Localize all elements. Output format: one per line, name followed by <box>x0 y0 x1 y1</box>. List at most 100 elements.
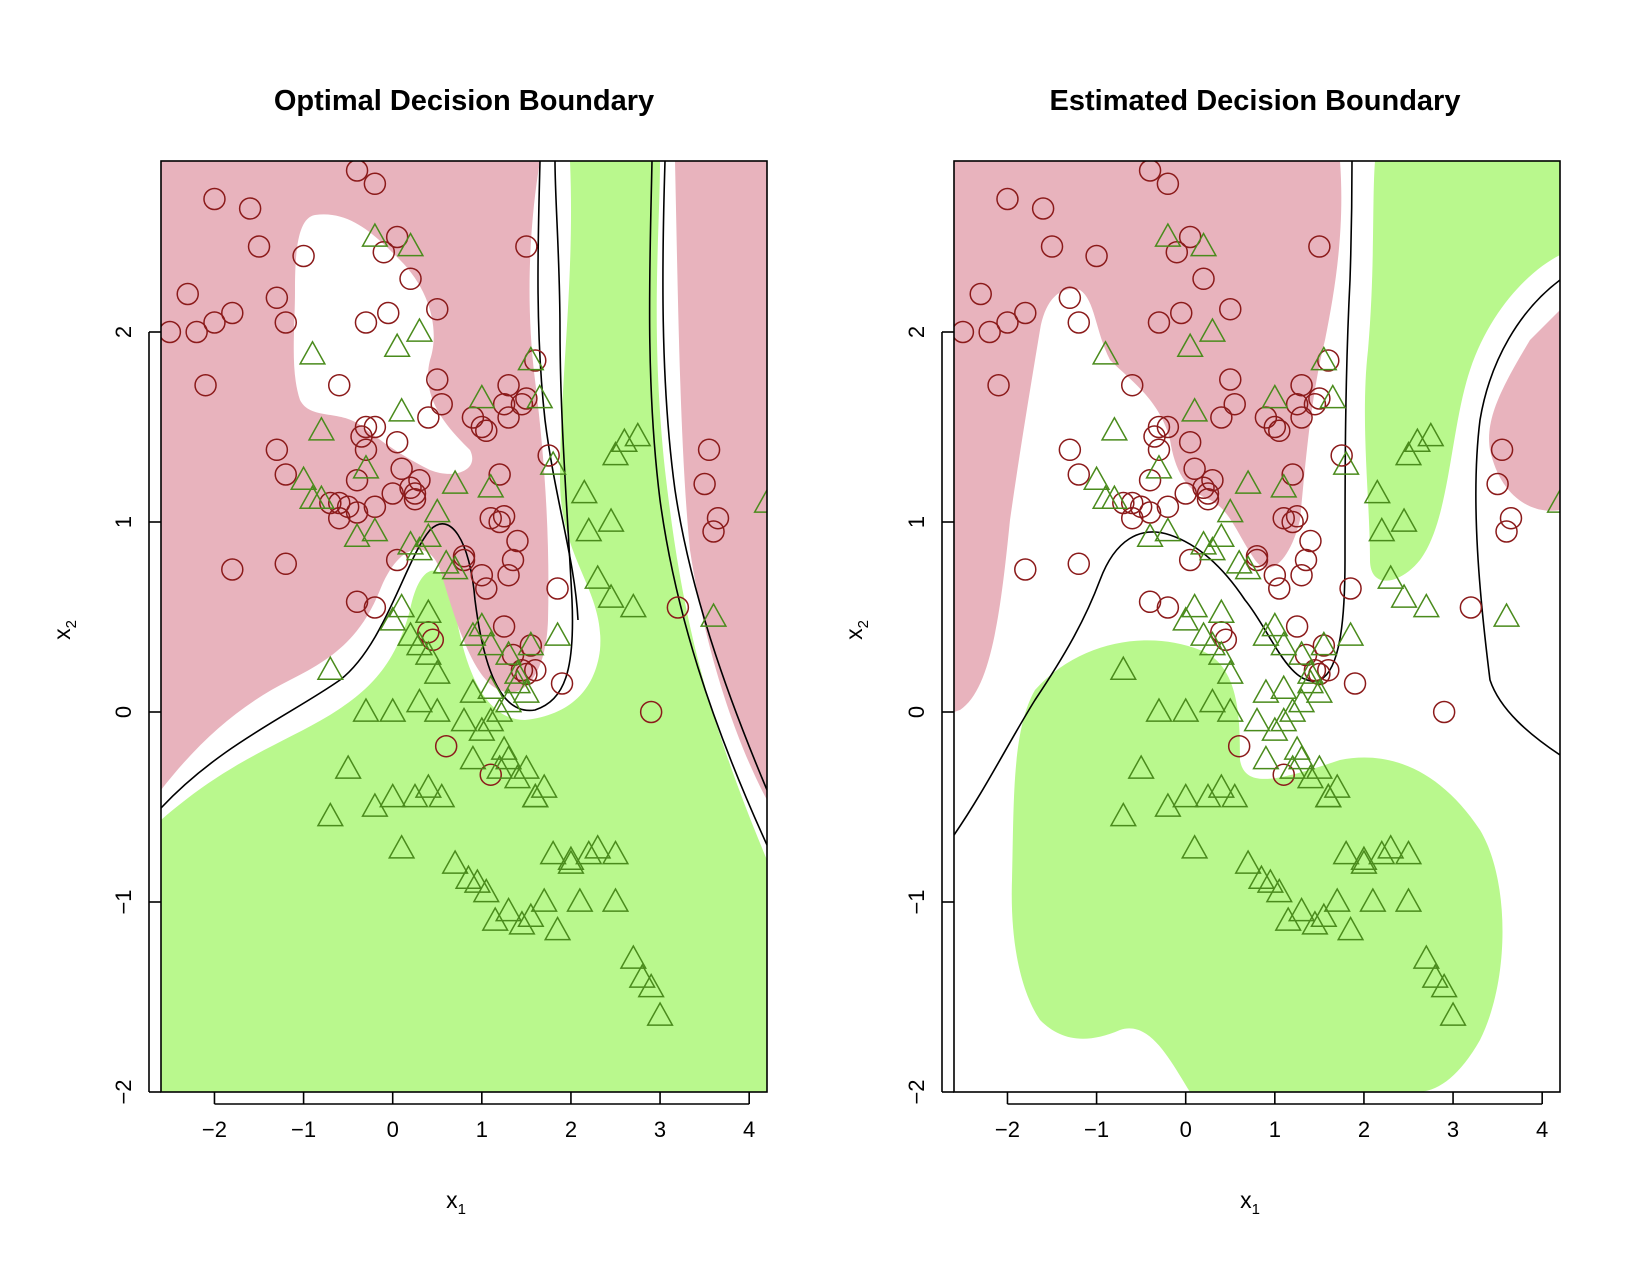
triangle-point <box>517 630 545 656</box>
circle-point <box>1058 438 1082 462</box>
triangle-point <box>441 554 469 580</box>
triangle-point <box>1394 839 1423 865</box>
circle-point <box>247 235 271 258</box>
triangle-point <box>1100 416 1129 441</box>
triangle-point <box>494 687 523 713</box>
circle-point <box>488 463 511 486</box>
x-tick-label: −2 <box>995 1117 1020 1142</box>
circle-point <box>1165 240 1189 264</box>
triangle-point <box>1332 839 1360 865</box>
circle-point <box>1290 406 1313 429</box>
circle-point <box>1299 529 1322 553</box>
circle-point <box>1330 444 1353 467</box>
circle-point <box>470 415 494 439</box>
y-tick-label: 2 <box>904 326 929 338</box>
circle-point <box>1317 658 1340 682</box>
triangle-point <box>601 839 630 865</box>
triangle-point <box>503 659 532 684</box>
circle-point <box>492 392 516 416</box>
triangle-point <box>619 592 647 618</box>
circle-point <box>363 172 387 196</box>
triangle-point <box>383 332 411 358</box>
pink-region-right <box>675 161 767 800</box>
chart-title: Optimal Decision Boundary <box>274 85 654 117</box>
triangle-point <box>1377 564 1405 589</box>
triangle-point <box>1252 744 1280 770</box>
circle-point <box>501 548 525 572</box>
triangle-point <box>1546 488 1560 513</box>
circle-point <box>1058 286 1082 310</box>
triangle-point <box>1198 630 1227 656</box>
triangle-point <box>486 697 514 722</box>
triangle-point <box>387 834 416 859</box>
circle-point <box>1196 487 1220 511</box>
x-tick-label: −1 <box>291 1117 316 1142</box>
triangle-point <box>543 915 572 941</box>
circle-point <box>354 438 378 462</box>
circle-point <box>1285 615 1309 638</box>
x-tick-label: 1 <box>476 1117 488 1142</box>
circle-point <box>1459 596 1483 619</box>
triangle-point <box>352 454 380 479</box>
triangle-point <box>1323 773 1351 798</box>
boundary-curve <box>648 161 767 846</box>
circle-point <box>488 510 511 534</box>
triangle-point <box>405 630 434 656</box>
triangle-point <box>1256 868 1284 893</box>
triangle-point <box>414 640 442 665</box>
circle-point <box>1192 476 1215 500</box>
circle-point <box>1014 301 1037 325</box>
triangle-point <box>619 944 647 969</box>
circle-point <box>515 235 538 258</box>
triangle-point <box>1189 231 1218 257</box>
circle-point <box>1263 415 1287 439</box>
circle-point <box>221 558 244 581</box>
circle-point <box>1201 468 1224 492</box>
triangle-point <box>316 655 344 681</box>
circle-point <box>385 430 409 454</box>
triangle-point <box>601 887 630 912</box>
triangle-point <box>1154 222 1182 247</box>
circle-point <box>1147 311 1171 334</box>
circle-point <box>978 320 1001 344</box>
circle-point <box>550 672 574 695</box>
circle-point <box>238 197 262 220</box>
triangle-point <box>1172 606 1200 631</box>
circle-point <box>1156 172 1180 196</box>
triangle-point <box>1390 507 1418 532</box>
circle-point <box>1147 438 1171 462</box>
triangle-point <box>1412 944 1440 969</box>
x-tick-label: −2 <box>202 1117 227 1142</box>
y-tick-label: 0 <box>904 706 929 718</box>
y-tick-label: −2 <box>111 1079 136 1104</box>
triangle-point <box>1270 706 1298 732</box>
circle-point <box>1308 235 1331 258</box>
points-layer-left <box>161 161 767 1026</box>
triangle-point <box>1310 345 1338 371</box>
circle-point <box>372 240 396 264</box>
triangle-point <box>379 606 407 631</box>
triangle-point <box>1390 583 1418 608</box>
circle-point <box>203 187 226 211</box>
circle-point <box>479 763 502 786</box>
triangle-point <box>1234 469 1262 494</box>
circle-point <box>292 244 315 268</box>
triangle-point <box>468 611 496 637</box>
triangle-point <box>517 345 545 371</box>
circle-point <box>954 320 975 344</box>
circle-point <box>1294 548 1318 572</box>
circle-point <box>354 415 378 439</box>
circle-point <box>1156 596 1180 619</box>
x-axis-label: x1 <box>446 1187 466 1218</box>
triangle-point <box>1283 735 1311 760</box>
circle-point <box>510 392 534 416</box>
circle-point <box>497 406 520 429</box>
triangle-point <box>1252 621 1280 646</box>
triangle-point <box>1265 877 1293 903</box>
y-tick-label: 1 <box>904 516 929 528</box>
triangle-point <box>1136 522 1164 548</box>
circle-point <box>1281 463 1304 486</box>
circle-point <box>408 468 431 492</box>
circle-point <box>1196 482 1220 505</box>
